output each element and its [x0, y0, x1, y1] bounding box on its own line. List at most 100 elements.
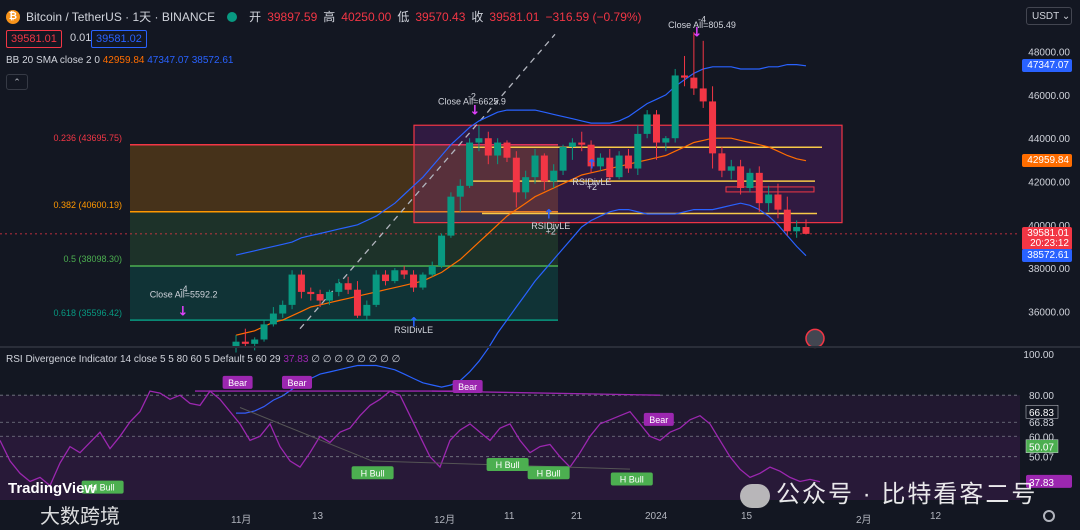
candle-body	[783, 209, 791, 232]
symbol-title[interactable]: Bitcoin / TetherUS · 1天 · BINANCE	[26, 10, 216, 24]
strategy-annotation: -2	[468, 91, 476, 101]
candle-body	[279, 304, 287, 314]
price-axis-label: 42000.00	[1028, 178, 1070, 189]
candle-body	[316, 294, 324, 301]
rsi-axis-label: 60.00	[1029, 432, 1054, 443]
tradingview-logo-text: TradingView	[8, 480, 97, 497]
candle-body	[643, 114, 651, 134]
collapse-legend-button[interactable]: ⌃	[6, 74, 28, 90]
candle-body	[466, 142, 474, 186]
candle-body	[241, 341, 249, 344]
price-axis-label: 46000.00	[1028, 91, 1070, 102]
trend-line	[299, 33, 556, 330]
time-axis-label: 12	[930, 511, 942, 522]
gear-icon[interactable]	[1043, 510, 1055, 522]
candle-body	[727, 166, 735, 171]
candle-body	[699, 88, 707, 102]
candle-body	[606, 157, 614, 178]
candle-body	[718, 153, 726, 171]
candle-body	[690, 77, 698, 89]
divergence-badge	[527, 466, 570, 480]
bb-upper-line	[235, 63, 807, 256]
candle-body	[307, 291, 315, 295]
rsi-pane: Bear Bear Bear Bear H Bull H Bull H Bull H Bull…	[0, 350, 1072, 500]
strategy-annotation: -4	[698, 14, 706, 24]
divergence-label: H Bull	[496, 460, 520, 470]
price-tag: 20:23:12	[1022, 237, 1072, 251]
candle-body	[578, 142, 586, 145]
rsi-legend-value: 37.83	[283, 354, 309, 365]
candle-body	[596, 157, 604, 167]
bb-lower-value: 38572.61	[191, 55, 234, 66]
sell-button[interactable]: 39581.01	[6, 30, 62, 48]
candle-body	[475, 138, 483, 143]
small-box	[725, 186, 815, 193]
rsi-legend-zeros: ∅ ∅ ∅ ∅ ∅ ∅ ∅ ∅	[311, 354, 401, 365]
strategy-annotation: RSIDivLE	[394, 325, 433, 335]
signal-arrow-icon: ↓	[178, 305, 189, 320]
candle-body	[709, 101, 717, 154]
divergence-badge	[610, 472, 653, 486]
divergence-label: Bear	[458, 382, 477, 392]
candle-body	[344, 283, 352, 290]
candle-body	[559, 146, 567, 171]
candle-body	[353, 289, 361, 316]
rsi-axis-tag	[1025, 439, 1059, 453]
candle-body	[494, 142, 502, 156]
time-axis-label: 13	[312, 511, 324, 522]
candle-body	[382, 274, 390, 282]
fib-zone	[130, 211, 558, 266]
strategy-annotation: RSIDivLE	[531, 221, 570, 231]
candle-body	[484, 138, 492, 156]
market-open-icon	[227, 11, 238, 22]
signal-arrow-icon: ↑	[544, 207, 555, 222]
fib-zone	[130, 265, 558, 321]
candle-body	[428, 265, 436, 275]
price-axis-label: 36000.00	[1028, 307, 1070, 318]
price-axis-label: 38000.00	[1028, 264, 1070, 275]
divergence-label: H Bull	[620, 474, 644, 484]
price-tag: 38572.61	[1022, 249, 1072, 263]
candle-body	[391, 270, 399, 282]
close-value: 39581.01	[489, 9, 540, 24]
candle-body	[260, 324, 268, 340]
divergence-badge	[282, 375, 312, 389]
flag-icon	[805, 328, 825, 349]
signal-arrow-icon: ↑	[587, 158, 598, 173]
rsi-axis-label: 37.83	[1029, 478, 1054, 489]
time-axis-label: 12月	[434, 515, 456, 526]
buy-button[interactable]: 39581.02	[91, 30, 147, 48]
bb-upper-value: 47347.07	[147, 55, 189, 66]
candle-body	[587, 144, 595, 167]
bb-lower-line	[236, 202, 807, 414]
rsi-axis-label: 66.83	[1029, 408, 1054, 419]
rsi-band-upper	[0, 395, 1020, 437]
rsi-legend[interactable]: RSI Divergence Indicator 14 close 5 5 80…	[6, 354, 400, 365]
bb-legend-name: BB 20 SMA close 2 0	[6, 55, 100, 66]
candle-body	[540, 155, 548, 182]
high-value: 40250.00	[341, 9, 392, 24]
fib-label: 0.5 (38098.30)	[63, 254, 122, 264]
strategy-annotation: Close All=5592.2	[150, 289, 218, 299]
candle-body	[410, 274, 418, 288]
candle-body	[447, 196, 455, 236]
rsi-axis-label: 50.07	[1029, 453, 1054, 464]
fib-zone	[130, 144, 558, 212]
rsi-axis-label: 100.00	[1023, 350, 1054, 361]
candle-body	[624, 155, 632, 169]
candle-body	[737, 166, 745, 188]
signal-arrow-icon: ↓	[692, 25, 703, 40]
divergence-label: Bear	[228, 378, 247, 388]
watermark-left: 大数跨境	[40, 506, 120, 528]
currency-dropdown[interactable]: USDT ⌄	[1026, 7, 1072, 25]
price-tag: 47347.07	[1022, 59, 1072, 73]
bitcoin-icon: ₿	[6, 9, 20, 24]
spread-value: 0.01	[70, 32, 92, 44]
rsi-line	[0, 390, 821, 487]
low-value: 39570.43	[415, 9, 466, 24]
price-pane: 0.236 (43695.75) 0.382 (40600.19) 0.5 (380…	[0, 14, 1070, 414]
strategy-annotation: RSIDivLE	[572, 177, 611, 187]
candle-body	[531, 155, 539, 178]
bb-legend[interactable]: BB 20 SMA close 2 0 42959.84 47347.07 38…	[6, 55, 233, 66]
